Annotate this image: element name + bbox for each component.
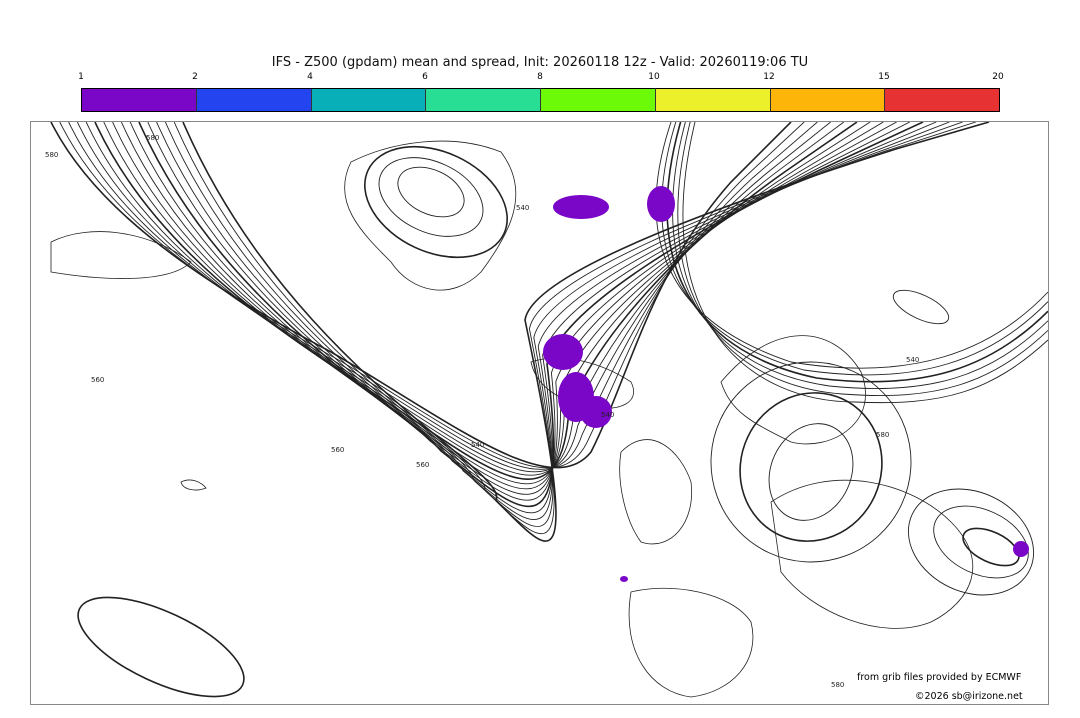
spread-shading xyxy=(543,186,1029,582)
contour-line xyxy=(50,122,792,469)
contour-line xyxy=(672,122,1048,390)
contour-line xyxy=(962,527,1020,567)
contour-label: 560 xyxy=(416,461,429,469)
contour-line xyxy=(182,122,990,542)
colorbar-tick: 8 xyxy=(537,72,543,82)
coastlines xyxy=(50,140,974,698)
contour-map: 580 580 560 540 540 560 540 540 580 560 580 xyxy=(45,122,1048,698)
colorbar-tick: 12 xyxy=(763,72,775,82)
colorbar-tick: 10 xyxy=(648,72,660,82)
contour-line xyxy=(85,122,845,476)
colorbar-segment xyxy=(770,89,886,111)
contour-line xyxy=(103,122,871,485)
contour-line xyxy=(907,488,1035,596)
contour-label: 540 xyxy=(601,411,614,419)
contour-line xyxy=(710,361,912,563)
contour-line xyxy=(378,157,484,237)
colorbar-segment xyxy=(426,89,541,111)
contour-labels: 580 580 560 540 540 560 540 540 580 560 580 xyxy=(45,134,919,689)
contour-label: 540 xyxy=(471,441,484,449)
colorbar-segment xyxy=(311,89,427,111)
spread-area xyxy=(1013,541,1029,557)
contour-line xyxy=(397,166,465,218)
z500-contours xyxy=(50,122,1048,698)
colorbar-segment xyxy=(82,89,197,111)
contour-line xyxy=(364,145,508,259)
contour-label: 540 xyxy=(516,204,529,212)
colorbar-segment xyxy=(196,89,312,111)
contour-label: 580 xyxy=(45,151,58,159)
contour-line xyxy=(739,392,883,542)
contour-line xyxy=(661,122,1048,376)
colorbar-tick: 15 xyxy=(878,72,890,82)
contour-line xyxy=(768,423,854,521)
spread-area xyxy=(543,334,583,370)
contour-line xyxy=(933,505,1029,579)
colorbar-segment xyxy=(541,89,656,111)
spread-area xyxy=(620,576,628,582)
spread-area xyxy=(580,396,612,428)
contour-line xyxy=(677,122,1048,396)
copyright-credit: ©2026 sb@irizone.net xyxy=(915,691,1023,702)
colorbar-tick: 2 xyxy=(192,72,198,82)
contour-line xyxy=(682,122,1048,404)
contour-line xyxy=(173,122,976,534)
contour-line xyxy=(129,122,911,501)
contour-label: 580 xyxy=(831,681,844,689)
colorbar-segment xyxy=(655,89,771,111)
source-credit: from grib files provided by ECMWF xyxy=(857,672,1022,683)
contour-line xyxy=(892,289,950,325)
contour-label: 560 xyxy=(331,446,344,454)
contour-label: 560 xyxy=(91,376,104,384)
colorbar-tick: 4 xyxy=(307,72,313,82)
spread-area xyxy=(647,186,675,222)
map-panel: 580 580 560 540 540 560 540 540 580 560 580 xyxy=(30,121,1049,705)
contour-line xyxy=(138,122,924,508)
colorbar-tick: 1 xyxy=(78,72,84,82)
colorbar-segment xyxy=(885,89,999,111)
contour-line xyxy=(666,122,1048,383)
contour-line xyxy=(120,122,897,495)
contour-line xyxy=(59,122,805,469)
contour-line xyxy=(68,122,818,470)
contour-line xyxy=(147,122,937,514)
contour-label: 580 xyxy=(146,134,159,142)
contour-line xyxy=(164,122,963,527)
contour-line xyxy=(112,122,884,490)
contour-label: 540 xyxy=(906,356,919,364)
spread-area xyxy=(553,195,609,219)
contour-line xyxy=(77,596,245,698)
chart-title: IFS - Z500 (gpdam) mean and spread, Init… xyxy=(271,55,809,70)
contour-line xyxy=(94,122,858,480)
contour-label: 580 xyxy=(876,431,889,439)
colorbar-tick: 20 xyxy=(992,72,1004,82)
contour-line xyxy=(156,122,950,520)
colorbar xyxy=(81,88,1000,112)
colorbar-tick: 6 xyxy=(422,72,428,82)
contour-line xyxy=(76,122,831,473)
